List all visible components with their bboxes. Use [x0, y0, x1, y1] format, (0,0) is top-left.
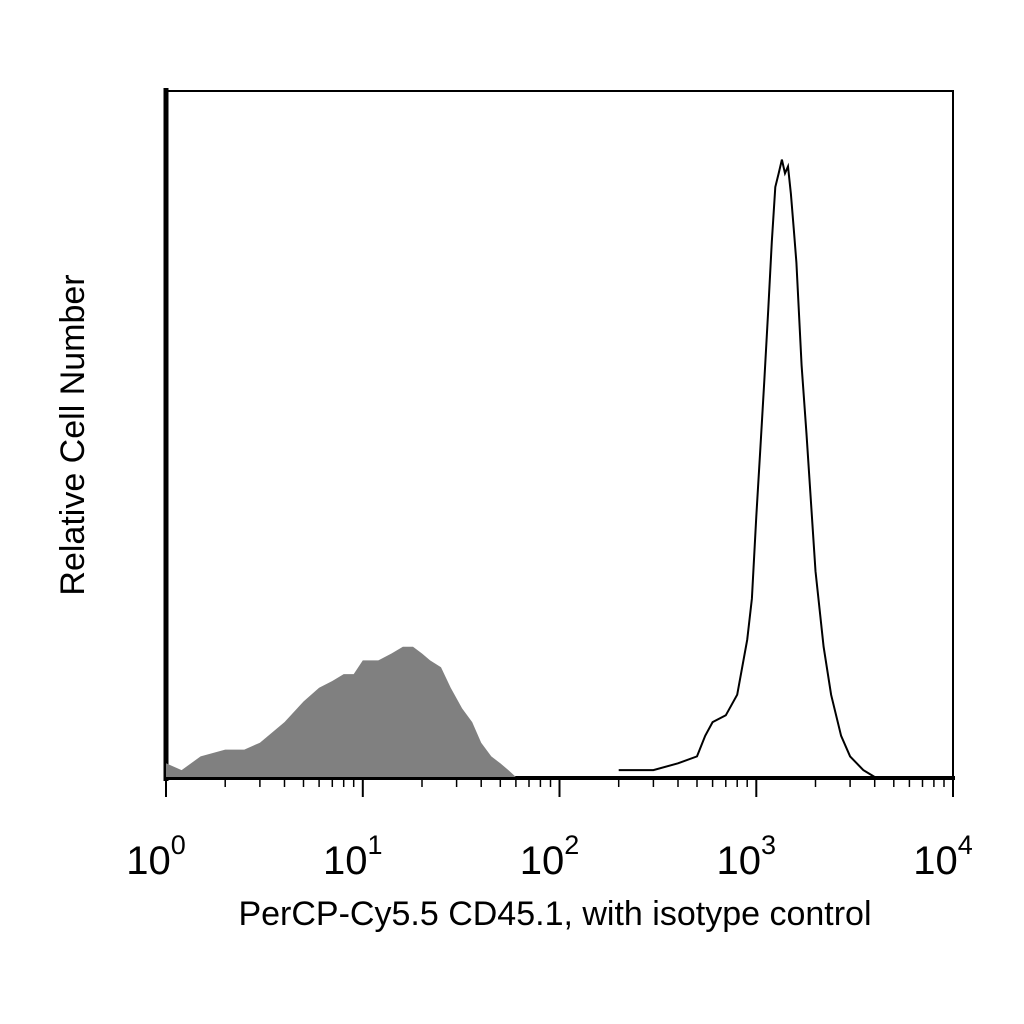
x-ticks — [165, 779, 954, 797]
x-tick-labels: 100 101 102 103 104 — [126, 830, 973, 883]
x-axis-title: PerCP-Cy5.5 CD45.1, with isotype control — [238, 895, 871, 933]
y-axis-title: Relative Cell Number — [54, 274, 92, 595]
x-tick-label: 102 — [520, 830, 580, 883]
cd45-histogram — [618, 159, 876, 778]
x-tick-label: 104 — [913, 830, 973, 883]
plot-frame — [165, 90, 954, 780]
x-tick-label: 103 — [717, 830, 777, 883]
x-tick-label: 100 — [126, 830, 186, 883]
isotype-control-histogram — [166, 646, 516, 777]
x-tick-label: 101 — [323, 830, 383, 883]
series-layer — [166, 159, 876, 778]
